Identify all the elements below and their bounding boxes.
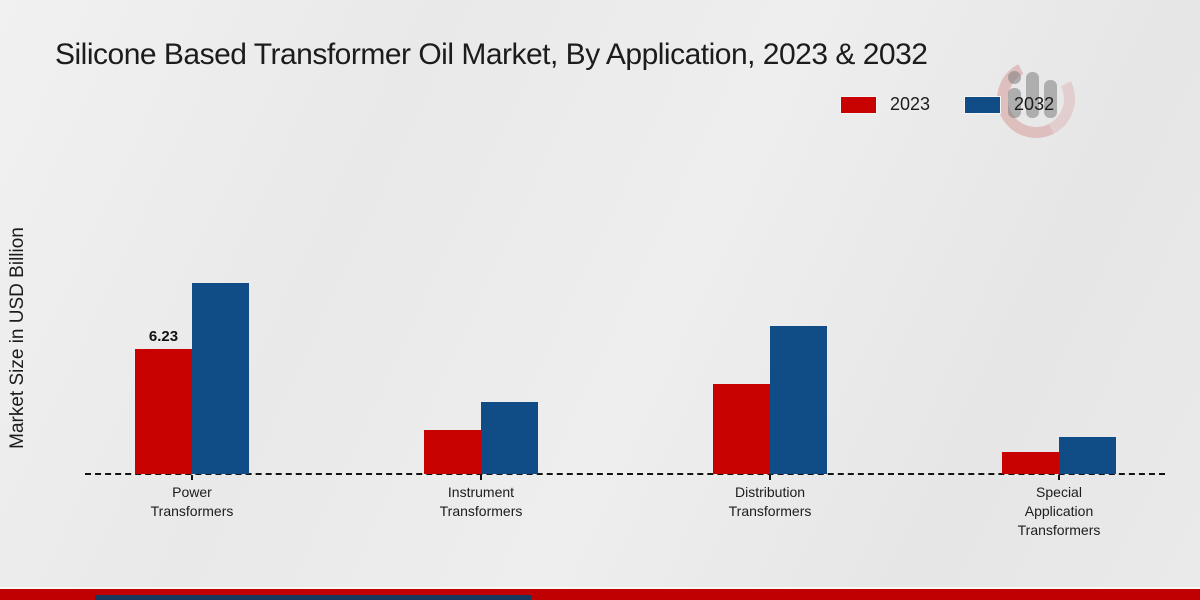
bar-2032-group3 <box>1059 437 1116 474</box>
legend-swatch-2023 <box>840 95 877 114</box>
legend: 2023 2032 <box>840 94 1054 115</box>
legend-item-2032: 2032 <box>964 94 1054 115</box>
category-label: Special Application Transformers <box>1017 484 1101 538</box>
bar-value-label: 6.23 <box>148 328 179 345</box>
category-label: Instrument Transformers <box>439 484 523 519</box>
bar-2023-group2 <box>713 384 770 474</box>
legend-item-2023: 2023 <box>840 94 930 115</box>
footer-red-band <box>0 589 1200 600</box>
legend-label-2023: 2023 <box>890 94 931 114</box>
watermark-bar-icon <box>1026 72 1039 118</box>
category-label: Power Transformers <box>150 484 234 519</box>
watermark-dot-icon <box>1008 71 1021 84</box>
footer-navy-accent <box>95 595 531 600</box>
x-axis-tick <box>769 475 771 480</box>
watermark-logo <box>986 49 1086 149</box>
x-axis-line <box>85 473 1165 475</box>
bar-2032-group1 <box>481 402 538 474</box>
x-axis-tick <box>1058 475 1060 480</box>
x-axis-tick <box>480 475 482 480</box>
bar-2023-group3 <box>1002 452 1059 474</box>
bar-2032-group2 <box>770 326 827 474</box>
chart-title: Silicone Based Transformer Oil Market, B… <box>55 38 928 71</box>
bar-2023-group1 <box>424 430 481 474</box>
x-axis-tick <box>191 475 193 480</box>
category-label: Distribution Transformers <box>728 484 812 519</box>
watermark-bar-icon <box>1008 88 1021 118</box>
footer-separator <box>0 587 1200 589</box>
legend-swatch-2032 <box>964 95 1002 114</box>
bar-2023-group0 <box>135 349 192 474</box>
legend-label-2032: 2032 <box>1014 94 1055 114</box>
bar-2032-group0 <box>192 283 249 474</box>
watermark-bar-icon <box>1044 80 1057 118</box>
